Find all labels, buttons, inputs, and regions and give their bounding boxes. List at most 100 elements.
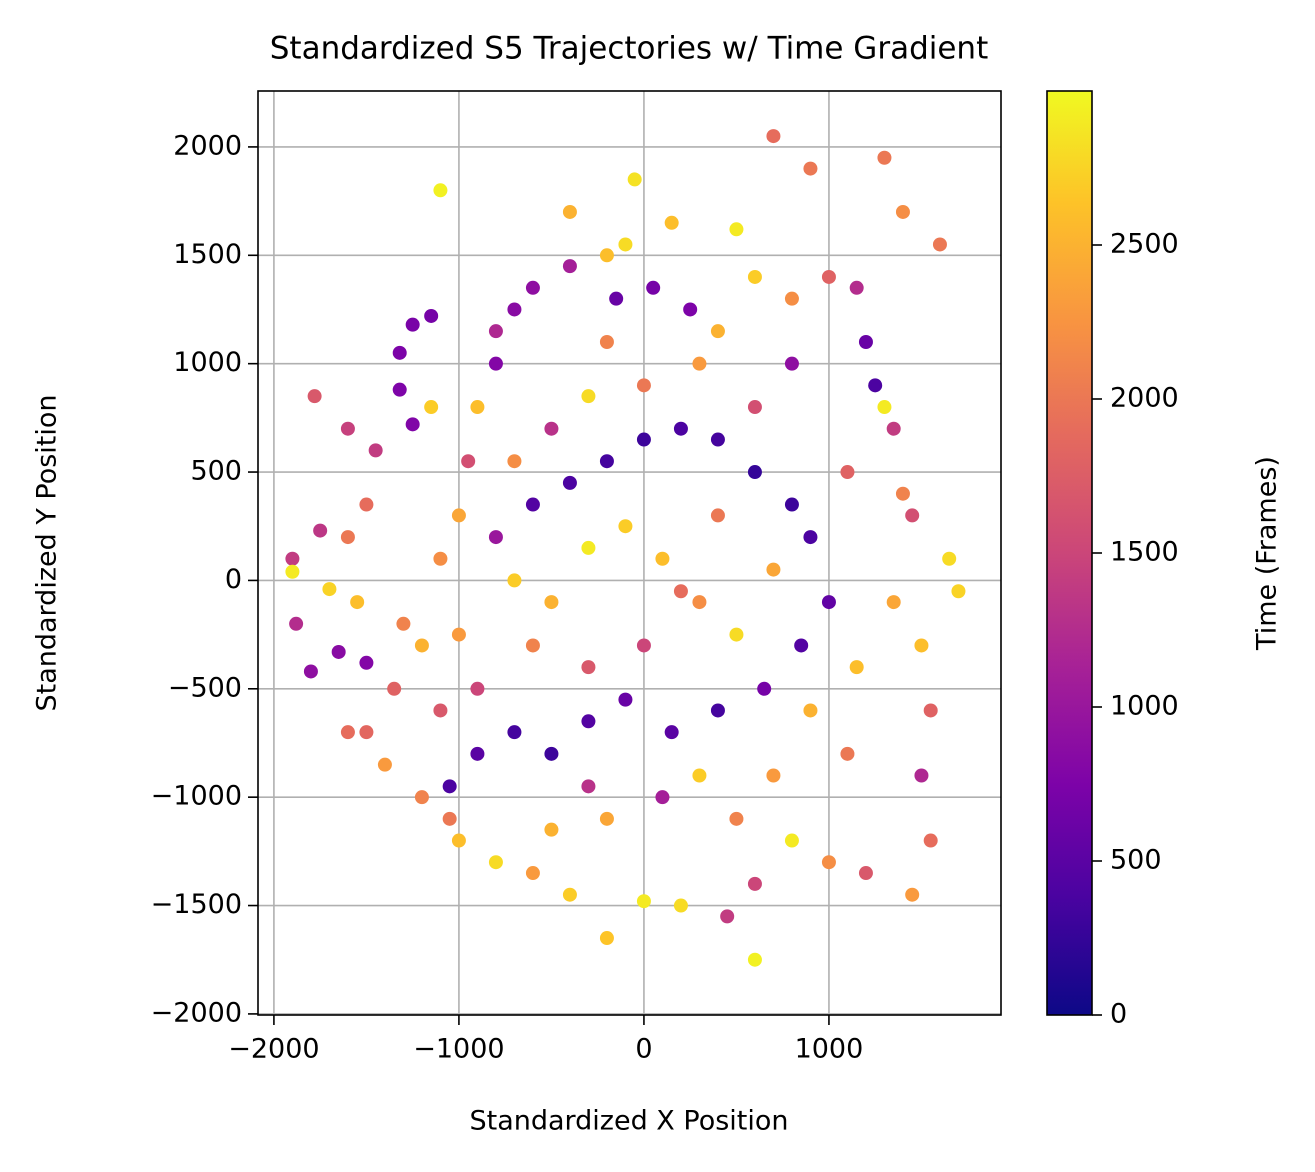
colorbar-tick-label: 500: [1110, 845, 1162, 876]
x-axis-label: Standardized X Position: [469, 1106, 788, 1137]
point: [646, 280, 661, 295]
point: [470, 681, 485, 696]
point: [544, 421, 559, 436]
point: [392, 382, 407, 397]
point: [784, 833, 799, 848]
point: [451, 508, 466, 523]
x-tick-label: −2000: [228, 1034, 319, 1065]
point: [562, 475, 577, 490]
point: [636, 638, 651, 653]
colorbar-tick-label: 0: [1110, 999, 1127, 1030]
point: [923, 833, 938, 848]
point: [849, 280, 864, 295]
point: [599, 811, 614, 826]
point: [562, 204, 577, 219]
point: [544, 595, 559, 610]
point: [340, 421, 355, 436]
point: [821, 269, 836, 284]
point: [414, 790, 429, 805]
point: [414, 638, 429, 653]
point: [433, 551, 448, 566]
point: [627, 172, 642, 187]
plot-frame: [257, 90, 1002, 1016]
point: [729, 627, 744, 642]
point: [581, 389, 596, 404]
point: [581, 660, 596, 675]
point: [424, 400, 439, 415]
point: [470, 400, 485, 415]
y-tick-label: 2000: [173, 130, 242, 161]
point: [609, 291, 624, 306]
point: [729, 811, 744, 826]
point: [470, 746, 485, 761]
point: [285, 564, 300, 579]
point: [914, 768, 929, 783]
point: [387, 681, 402, 696]
x-tick-label: 1000: [795, 1034, 864, 1065]
point: [720, 909, 735, 924]
point: [673, 898, 688, 913]
point: [636, 432, 651, 447]
point: [303, 664, 318, 679]
colorbar-label: Time (Frames): [1252, 456, 1283, 651]
point: [942, 551, 957, 566]
point: [710, 324, 725, 339]
y-tick-label: −1000: [151, 781, 242, 812]
point: [886, 421, 901, 436]
point: [747, 876, 762, 891]
point: [729, 222, 744, 237]
y-tick-label: 0: [225, 564, 242, 595]
point: [905, 887, 920, 902]
point: [683, 302, 698, 317]
point: [664, 215, 679, 230]
point: [442, 779, 457, 794]
point: [451, 833, 466, 848]
point: [747, 465, 762, 480]
point: [359, 725, 374, 740]
point: [932, 237, 947, 252]
point: [618, 692, 633, 707]
point: [289, 616, 304, 631]
colorbar-tick-label: 1000: [1110, 691, 1179, 722]
point: [405, 417, 420, 432]
point: [710, 703, 725, 718]
x-tick-label: 0: [635, 1034, 652, 1065]
point: [673, 421, 688, 436]
point: [507, 302, 522, 317]
point: [905, 508, 920, 523]
point: [488, 356, 503, 371]
point: [507, 573, 522, 588]
point: [350, 595, 365, 610]
point: [377, 757, 392, 772]
point: [794, 638, 809, 653]
point: [544, 746, 559, 761]
y-tick-label: 500: [190, 456, 242, 487]
point: [895, 204, 910, 219]
point: [433, 703, 448, 718]
point: [803, 161, 818, 176]
point: [359, 655, 374, 670]
y-tick-label: 1500: [173, 239, 242, 270]
point: [581, 779, 596, 794]
point: [655, 551, 670, 566]
point: [307, 389, 322, 404]
y-tick-label: 1000: [173, 347, 242, 378]
point: [655, 790, 670, 805]
chart-title: Standardized S5 Trajectories w/ Time Gra…: [270, 31, 988, 67]
point: [562, 887, 577, 902]
point: [359, 497, 374, 512]
point: [340, 725, 355, 740]
point: [525, 638, 540, 653]
point: [710, 432, 725, 447]
point: [599, 454, 614, 469]
point: [525, 866, 540, 881]
point: [636, 378, 651, 393]
point: [618, 519, 633, 534]
point: [433, 183, 448, 198]
point: [544, 822, 559, 837]
point: [858, 866, 873, 881]
point: [664, 725, 679, 740]
point: [747, 269, 762, 284]
point: [405, 317, 420, 332]
